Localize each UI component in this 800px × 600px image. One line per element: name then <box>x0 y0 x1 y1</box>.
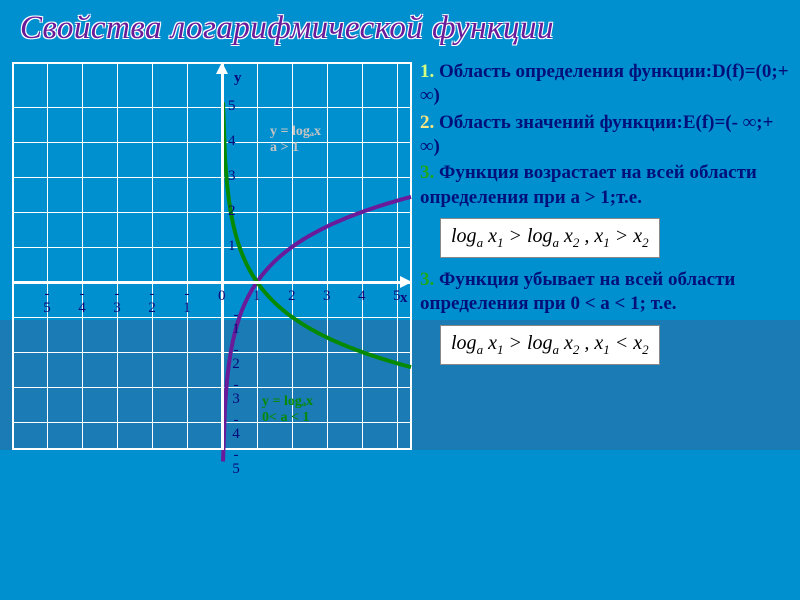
property-3: 3. Функция возрастает на всей области оп… <box>420 161 790 210</box>
curve2-label: y = logₐx 0< a < 1 <box>262 394 313 426</box>
x-tick-label: 4 <box>358 288 366 305</box>
y-tick-label: 5 <box>228 98 236 115</box>
prop4-number: 3. <box>420 269 434 290</box>
y-tick-label: 1 <box>228 238 236 255</box>
y-tick-label: -3 <box>226 379 246 406</box>
prop1-text: Область определения функции:D(f)=(0;+ ∞) <box>420 61 789 106</box>
x-tick-label: -2 <box>140 288 164 315</box>
x-tick-label: 3 <box>323 288 331 305</box>
x-tick-label: 0 <box>218 288 226 305</box>
chart: y x y = logₐx a > 1 y = logₐx 0< a < 1 -… <box>12 62 412 502</box>
y-tick-label: -4 <box>226 414 246 441</box>
property-4: 3. Функция убывает на всей области опред… <box>420 268 790 317</box>
y-tick-label: 3 <box>228 168 236 185</box>
y-tick-label: -5 <box>226 449 246 476</box>
properties-column: 1. Область определения функции:D(f)=(0;+… <box>420 60 790 375</box>
x-tick-label: -4 <box>70 288 94 315</box>
y-axis-label: y <box>234 70 242 87</box>
y-axis <box>221 68 224 450</box>
x-axis-label: x <box>400 290 408 307</box>
prop2-text: Область значений функции:E(f)=(- ∞;+ ∞) <box>420 112 773 157</box>
page-title: Свойства логарифмической функции <box>20 10 554 47</box>
y-tick-label: -1 <box>226 309 246 336</box>
y-tick-label: 2 <box>228 203 236 220</box>
x-tick-label: 1 <box>253 288 261 305</box>
property-2: 2. Область значений функции:E(f)=(- ∞;+ … <box>420 111 790 160</box>
chart-frame <box>12 62 412 450</box>
curve1-label: y = logₐx a > 1 <box>270 124 321 156</box>
prop1-number: 1. <box>420 61 434 82</box>
x-tick-label: -5 <box>35 288 59 315</box>
x-tick-label: 2 <box>288 288 296 305</box>
x-tick-label: -1 <box>175 288 199 315</box>
prop3-text: Функция возрастает на всей области опред… <box>420 162 757 207</box>
prop3-number: 3. <box>420 162 434 183</box>
x-axis <box>12 281 404 284</box>
prop4-text: Функция убывает на всей области определе… <box>420 269 735 314</box>
prop2-number: 2. <box>420 112 434 133</box>
y-tick-label: 4 <box>228 133 236 150</box>
x-tick-label: 5 <box>393 288 401 305</box>
property-1: 1. Область определения функции:D(f)=(0;+… <box>420 60 790 109</box>
formula-2: loga x1 > loga x2 , x1 < x2 <box>440 325 660 365</box>
y-tick-label: -2 <box>226 344 246 371</box>
formula-1: loga x1 > loga x2 , x1 > x2 <box>440 218 660 258</box>
x-tick-label: -3 <box>105 288 129 315</box>
